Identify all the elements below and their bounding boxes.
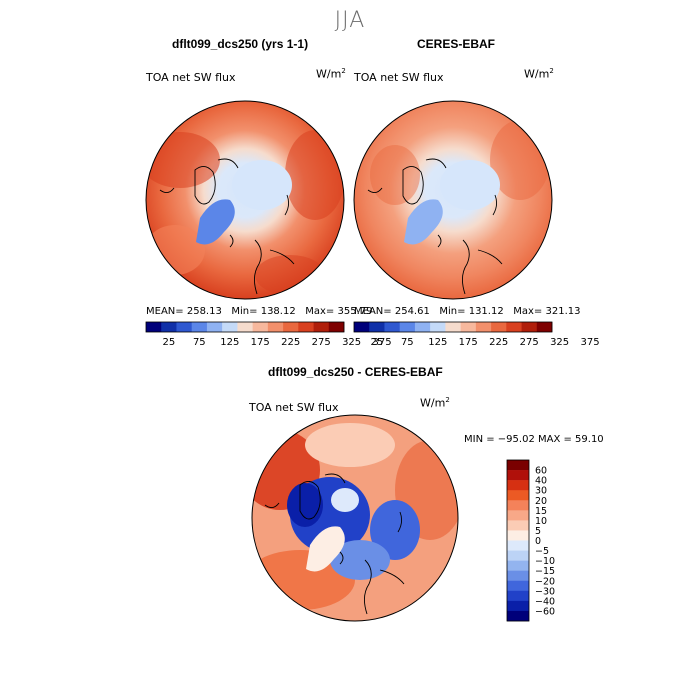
diff-colorbar-swatch [507,560,529,571]
panel-2-variable: TOA net SW flux [354,71,444,84]
diff-colorbar-tick-label: 5 [535,526,541,537]
panel-2-colorbar-tick-label: 75 [401,337,414,348]
diff-colorbar-tick-label: 60 [535,466,547,477]
diff-colorbar-tick-label: −20 [535,576,555,587]
diff-colorbar-tick-label: −15 [535,566,555,577]
diff-colorbar-tick-label: −60 [535,606,555,617]
panel-2-colorbar-swatch [414,322,431,332]
panel-2-colorbar-tick-label: 175 [459,337,478,348]
panel-2-map [353,100,553,300]
panel-2-min: 131.12 [468,306,504,317]
panel-2-title: CERES-EBAF [417,37,496,51]
panel-1-colorbar-swatch [237,322,253,332]
season-title: JJA [334,8,366,33]
panel-2-colorbar-swatch [384,322,400,332]
diff-colorbar-tick-label: −40 [535,596,555,607]
panel-2-colorbar-tick-label: 275 [520,337,539,348]
panel-1-map [145,100,345,300]
panel-2-colorbar-swatch [536,322,553,332]
diff-colorbar-tick-label: 20 [535,496,547,507]
panel-1-colorbar-swatch [328,322,345,332]
diff-colorbar-frame [506,459,530,622]
panel-1-colorbar-swatch [176,322,192,332]
panel-1-stats: MEAN= 258.13 Min= 138.12 Max= 355.79 [146,306,373,317]
panel-1-colorbar-tick-label: 325 [342,337,361,348]
diff-map [251,414,459,622]
panel-2-colorbar-frame [353,321,553,333]
diff-colorbar-swatch [507,490,529,501]
panel-1-mean: 258.13 [186,306,222,317]
panel-2-colorbar-tick-label: 225 [489,337,508,348]
diff-colorbar-tick-label: 15 [535,506,547,517]
diff-colorbar-tick-label: −5 [535,546,549,557]
panel-2-mean: 254.61 [394,306,430,317]
diff-colorbar-swatch [507,580,529,592]
diff-colorbar-tick-label: 10 [535,516,547,527]
panel-1-colorbar-tick-label: 125 [220,337,239,348]
panel-1-min: 138.12 [260,306,296,317]
panel-1-colorbar-swatch [222,322,238,332]
panel-1-colorbar-swatch [191,322,208,332]
diff-colorbar-swatch [507,500,529,511]
diff-colorbar-tick-label: 40 [535,476,547,487]
panel-1-colorbar-swatch [146,322,162,332]
panel-1-max: 355.79 [337,306,373,317]
panel-1-colorbar-swatch [206,322,223,332]
diff-colorbar-swatch [507,570,529,582]
panel-2-colorbar-swatch [354,322,370,332]
panel-1-colorbar-tick-label: 225 [281,337,300,348]
panel-1-variable: TOA net SW flux [146,71,236,84]
panel-2-colorbar-tick-label: 375 [581,337,600,348]
panel-2-stats: MEAN= 254.61 Min= 131.12 Max= 321.13 [354,306,581,317]
panel-1-colorbar-swatch [161,322,177,332]
panel-1-colorbar-tick-label: 275 [312,337,331,348]
diff-colorbar-swatch [507,460,529,471]
panel-1-colorbar-tick-label: 75 [193,337,206,348]
diff-colorbar-swatch [507,610,529,622]
diff-colorbar-swatch [507,480,529,491]
diff-panel-title: dflt099_dcs250 - CERES-EBAF [268,365,443,379]
panel-2-colorbar-swatch [399,322,416,332]
diff-colorbar-swatch [507,530,529,541]
panel-1-colorbar-swatch [252,322,269,332]
panel-2-colorbar-swatch [506,322,522,332]
panel-2-colorbar-swatch [369,322,385,332]
panel-2-units: W/m2 [524,67,554,81]
panel-2-colorbar-swatch [521,322,538,332]
diff-colorbar-tick-label: −10 [535,556,555,567]
panel-1-colorbar-swatch [283,322,299,332]
panel-2-colorbar-swatch [460,322,477,332]
panel-2-colorbar-tick-label: 325 [550,337,569,348]
diff-colorbar-swatch [507,550,529,561]
panel-2-colorbar-tick-label: 125 [428,337,447,348]
panel-2-colorbar-tick-label: 25 [370,337,383,348]
diff-colorbar-tick-label: 0 [535,536,541,547]
panel-2-colorbar-swatch [491,322,507,332]
diff-panel-variable: TOA net SW flux [249,401,339,414]
panel-2-colorbar-swatch [445,322,461,332]
diff-colorbar-swatch [507,510,529,521]
diff-panel-units: W/m2 [420,396,450,410]
diff-colorbar-swatch [507,600,529,612]
panel-2-max: 321.13 [545,306,581,317]
panel-1-units: W/m2 [316,67,346,81]
panel-1-colorbar-swatch [313,322,330,332]
diff-colorbar-swatch [507,540,529,551]
panel-2-colorbar-swatch [430,322,446,332]
diff-colorbar-swatch [507,470,529,481]
panel-1-colorbar-swatch [267,322,284,332]
diff-colorbar-swatch [507,520,529,531]
panel-1-colorbar-frame [145,321,345,333]
panel-1-colorbar-tick-label: 175 [251,337,270,348]
diff-colorbar-tick-label: −30 [535,586,555,597]
diff-colorbar-swatch [507,590,529,602]
panel-1-title: dflt099_dcs250 (yrs 1-1) [172,37,309,51]
panel-1-colorbar-swatch [298,322,314,332]
diff-minmax: MIN = −95.02 MAX = 59.10 [464,434,604,445]
panel-1-colorbar-tick-label: 375 [373,337,392,348]
panel-1-colorbar-tick-label: 25 [162,337,175,348]
panel-2-colorbar-swatch [475,322,492,332]
diff-colorbar-tick-label: 30 [535,486,547,497]
